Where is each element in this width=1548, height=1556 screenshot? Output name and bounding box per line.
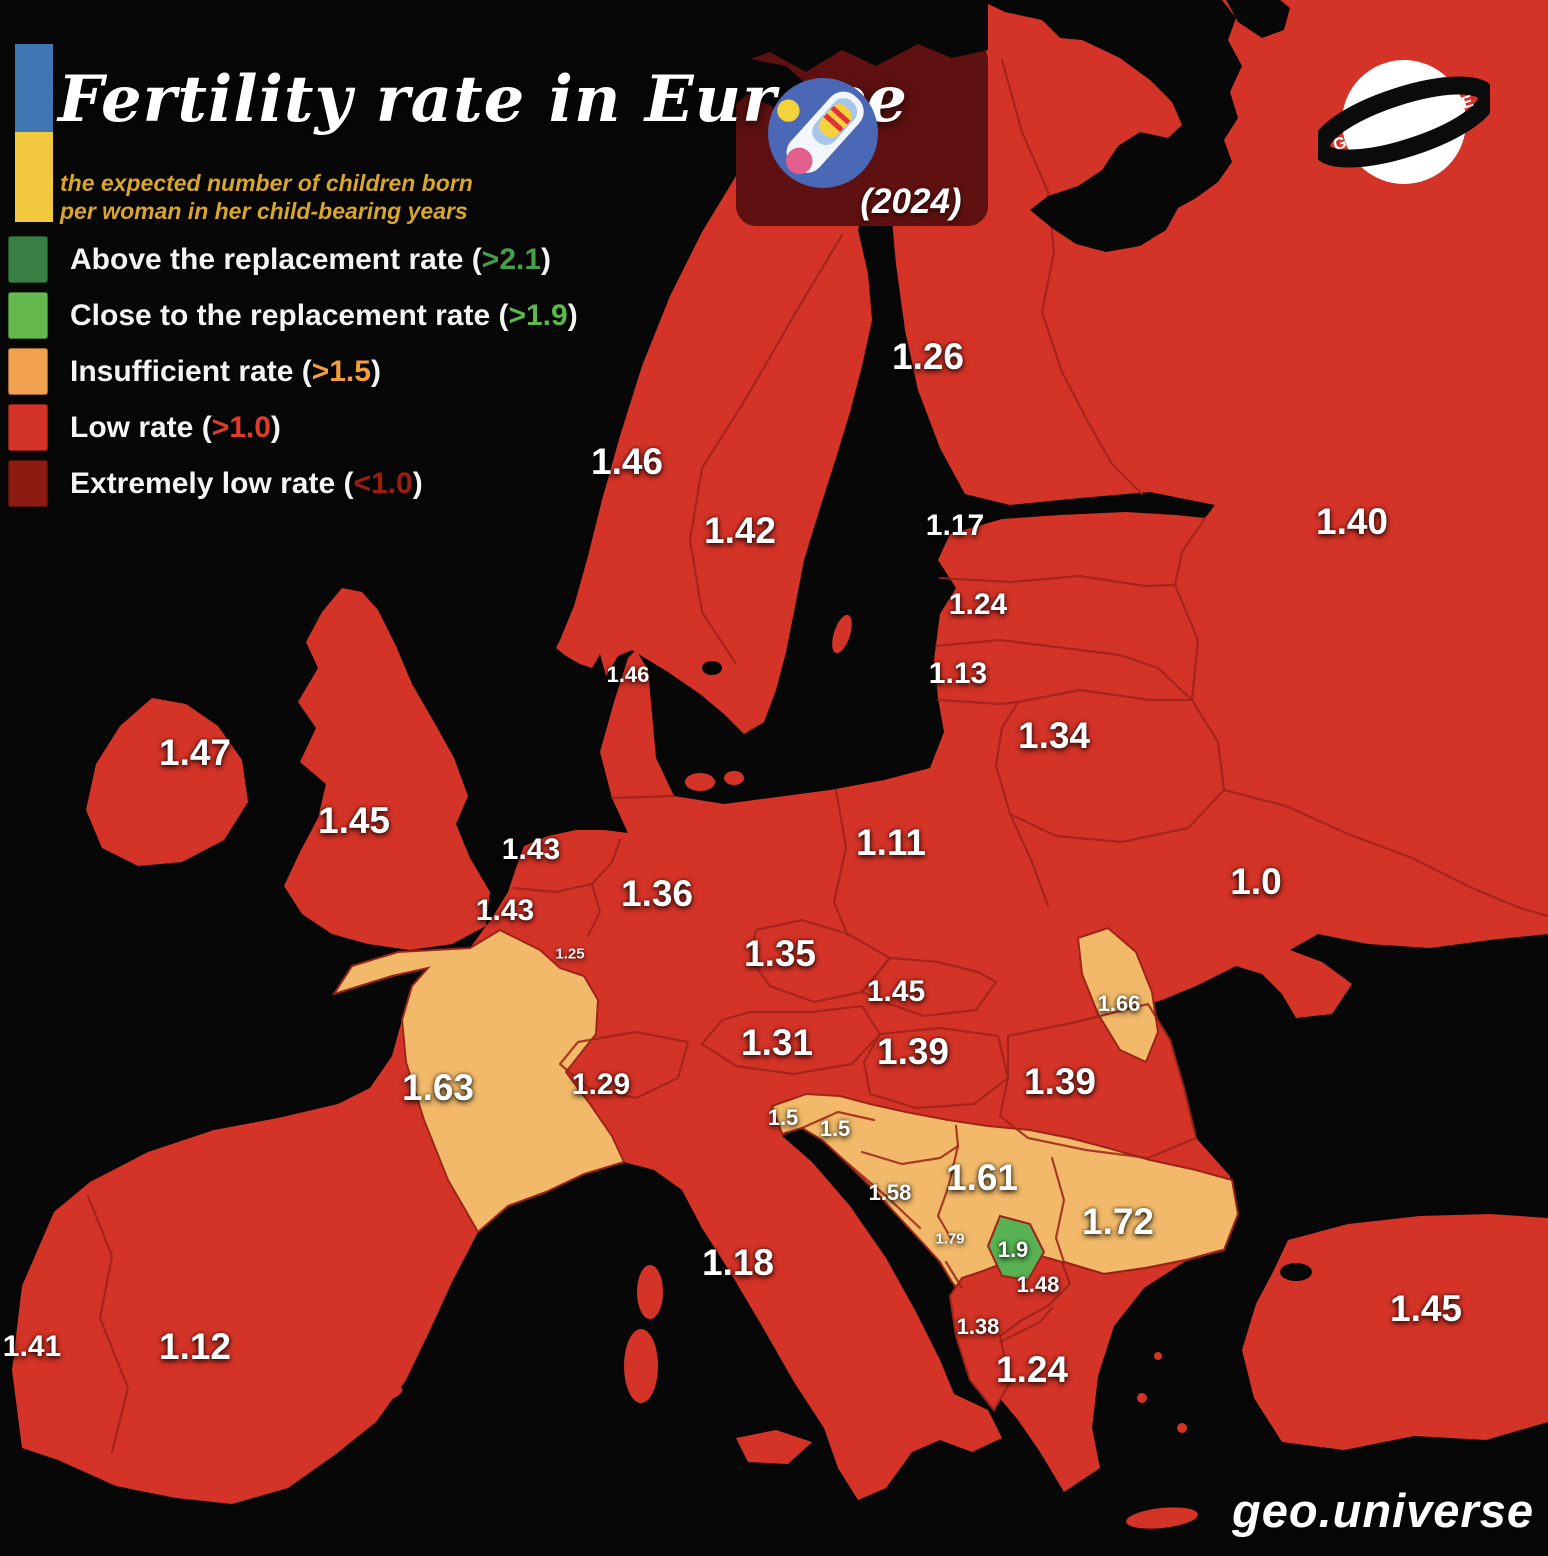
landmass-turkey (1242, 1214, 1548, 1450)
legend-item-insufficient: Insufficient rate (>1.5) (8, 348, 578, 395)
white-sea (980, 0, 1242, 252)
aegean-island (1137, 1393, 1147, 1403)
legend-swatch-above-replacement (8, 236, 48, 283)
box-top-sea (736, 0, 988, 42)
island-ibiza (336, 1395, 346, 1405)
sea-of-marmara (1280, 1263, 1312, 1281)
subtitle-line2: per woman in her child-bearing years (60, 197, 468, 224)
legend-label-insufficient: Insufficient rate (>1.5) (70, 354, 381, 388)
page-title: Fertility rate in Europe (58, 62, 908, 137)
legend-label-close-replacement: Close to the replacement rate (>1.9) (70, 298, 578, 332)
region-kosovo (986, 1214, 1046, 1282)
legend-label-extremely-low: Extremely low rate (<1.0) (70, 466, 423, 500)
island-gotland (832, 614, 852, 654)
pregnancy-test-icon (766, 76, 880, 190)
legend-swatch-low (8, 404, 48, 451)
region-france (331, 928, 626, 1234)
landmass-continental-europe (12, 0, 1548, 1504)
year-badge: (2024) (860, 182, 962, 221)
legend-item-above-replacement: Above the replacement rate (>2.1) (8, 236, 578, 283)
region-albania-north-macedonia (948, 1252, 1072, 1412)
legend-item-extremely-low: Extremely low rate (<1.0) (8, 460, 578, 507)
subtitle: the expected number of children born per… (60, 170, 473, 225)
watermark: geo.universe (1232, 1484, 1534, 1537)
subtitle-line1: the expected number of children born (60, 170, 473, 196)
aegean-island (1177, 1423, 1187, 1433)
box-coast-fringe (736, 40, 988, 72)
legend-label-above-replacement: Above the replacement rate (>2.1) (70, 242, 552, 276)
region-moldova (1076, 926, 1160, 1064)
legend-item-low: Low rate (>1.0) (8, 404, 578, 451)
landmass-ireland (86, 698, 248, 866)
logo-ring (1311, 76, 1497, 168)
country-borders (86, 58, 1548, 1454)
barents-inlet (1226, 0, 1290, 38)
legend-swatch-insufficient (8, 348, 48, 395)
legend-swatch-close-replacement (8, 292, 48, 339)
legend-swatch-extremely-low (8, 460, 48, 507)
lake-vanern (702, 661, 722, 675)
island-corsica (637, 1265, 663, 1319)
aegean-island (1154, 1352, 1162, 1360)
flag-bar (15, 44, 53, 222)
island-mallorca (369, 1385, 403, 1403)
landmass-great-britain (284, 588, 490, 950)
legend-label-low: Low rate (>1.0) (70, 410, 281, 444)
island-zealand (685, 773, 715, 791)
legend: Above the replacement rate (>2.1) Close t… (8, 236, 578, 516)
flag-bar-top (15, 44, 53, 132)
islands (336, 614, 1198, 1529)
flag-bar-bottom (15, 132, 53, 222)
island-sicily (736, 1430, 812, 1464)
island-funen (724, 771, 744, 785)
island-sardinia (624, 1329, 658, 1403)
legend-item-close-replacement: Close to the replacement rate (>1.9) (8, 292, 578, 339)
island-crete (1126, 1507, 1198, 1529)
geouniverse-logo: GEOUNIVERSE (1311, 36, 1497, 208)
